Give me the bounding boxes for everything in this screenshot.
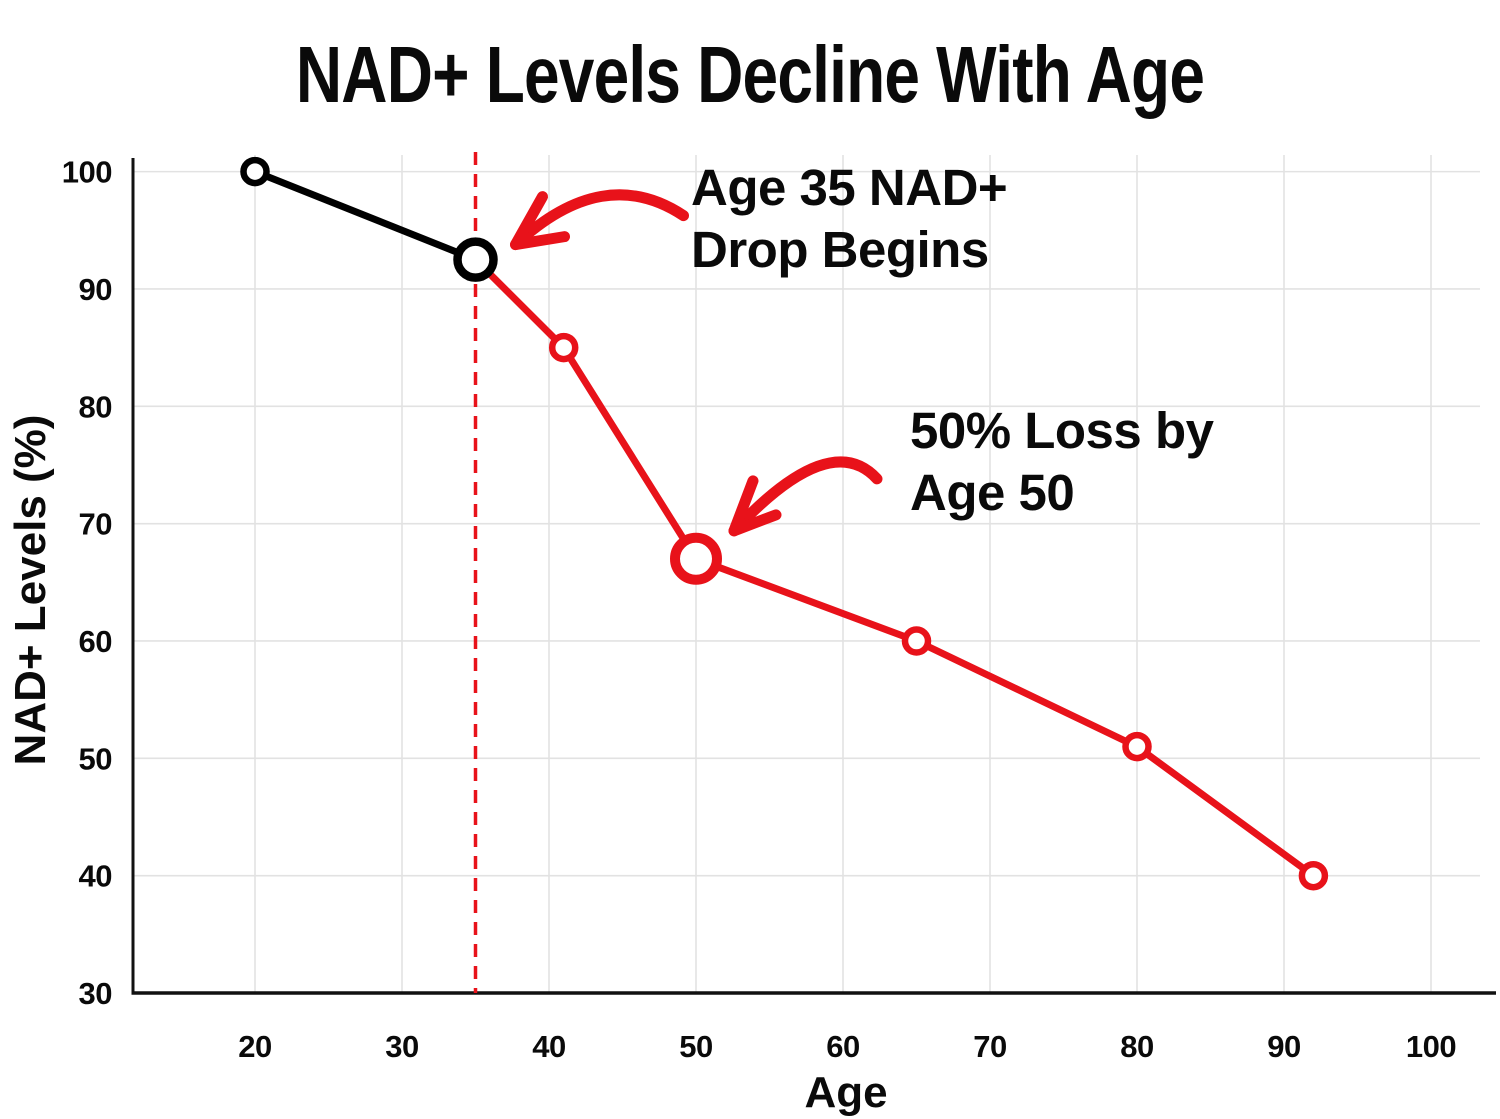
- y-tick-label-60: 60: [79, 624, 112, 659]
- annotation-age-35-line-2: Drop Begins: [691, 221, 989, 278]
- y-tick-label-30: 30: [79, 976, 112, 1011]
- line-segment-after-age-35: [472, 256, 1317, 880]
- x-tick-label-90: 90: [1267, 1029, 1300, 1064]
- data-point-marker-age-35: [453, 237, 498, 282]
- y-tick-label-100: 100: [62, 155, 112, 190]
- annotation-age-35-drop: Age 35 NAD+ Drop Begins: [691, 157, 1008, 281]
- y-tick-label-50: 50: [79, 741, 112, 776]
- y-axis-label: NAD+ Levels (%): [6, 414, 55, 766]
- data-point-marker-age-41: [548, 332, 579, 363]
- data-point-marker-age-50: [670, 532, 722, 585]
- annotation-50-percent-loss: 50% Loss by Age 50: [910, 400, 1214, 524]
- x-tick-label-80: 80: [1120, 1029, 1153, 1064]
- x-tick-label-100: 100: [1406, 1029, 1456, 1064]
- y-tick-label-80: 80: [79, 389, 112, 424]
- y-tick-label-40: 40: [79, 859, 112, 894]
- chart-title: NAD+ Levels Decline With Age: [295, 30, 1205, 119]
- annotation-arrow-head-2: [728, 475, 782, 537]
- annotation-50-loss-line-2: Age 50: [910, 464, 1075, 521]
- x-tick-label-70: 70: [973, 1029, 1006, 1064]
- data-point-marker-age-65: [901, 626, 932, 656]
- data-point-marker-age-20: [240, 156, 270, 187]
- annotation-50-loss-line-1: 50% Loss by: [910, 402, 1214, 459]
- line-segment-before-age-35: [251, 168, 479, 264]
- annotation-arrow-curve-1: [510, 189, 689, 251]
- x-tick-label-40: 40: [532, 1029, 565, 1064]
- data-point-marker-age-92: [1298, 860, 1329, 891]
- annotation-arrow-head-1: [510, 191, 570, 251]
- annotation-age-35-line-1: Age 35 NAD+: [691, 159, 1008, 216]
- annotation-arrow-curve-2: [728, 456, 883, 537]
- x-tick-label-50: 50: [679, 1029, 712, 1064]
- x-axis-label: Age: [804, 1068, 888, 1117]
- x-tick-label-20: 20: [238, 1029, 271, 1064]
- y-tick-label-90: 90: [79, 272, 112, 307]
- x-tick-label-60: 60: [826, 1029, 859, 1064]
- y-tick-label-70: 70: [79, 507, 112, 542]
- data-point-marker-age-80: [1122, 731, 1152, 762]
- x-tick-label-30: 30: [385, 1029, 418, 1064]
